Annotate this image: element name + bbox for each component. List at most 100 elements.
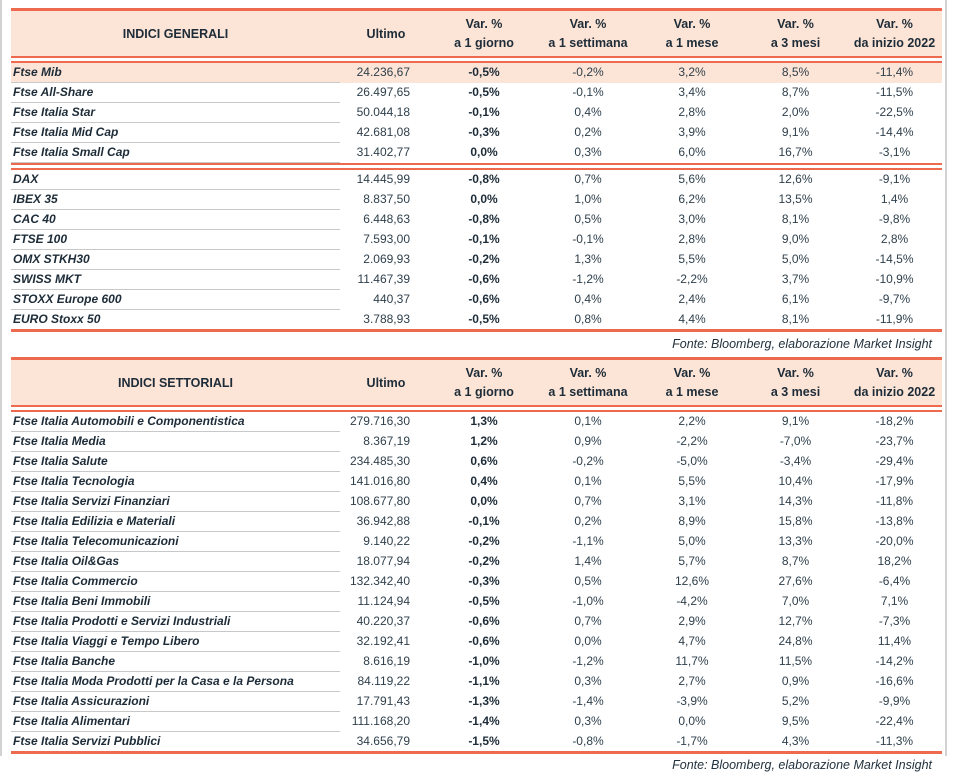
ultimo-value: 24.236,67 [340, 63, 432, 83]
var-pct-value: -1,2% [572, 654, 604, 668]
var-pct-value: -2,2% [676, 434, 708, 448]
var-pct-value: 3,4% [678, 85, 706, 99]
var-pct-value: 8,1% [781, 212, 810, 226]
var-pct-value: 2,8% [880, 232, 909, 246]
col-header-line1: Var. % [673, 16, 711, 31]
var-pct-value: 2,0% [781, 105, 810, 119]
var-pct-value: -11,8% [875, 494, 914, 508]
var-pct-value: 0,4% [470, 474, 498, 488]
table-row: Ftse Mib 24.236,67 -0,5% -0,2% 3,2% 8,5% -11,4… [11, 63, 942, 83]
ultimo-value: 7.593,00 [363, 232, 410, 246]
index-name: Ftse Mib [11, 63, 340, 83]
index-name: Ftse Italia Automobili e Componentistica [11, 412, 340, 432]
var-pct-value: -0,2% [468, 554, 500, 568]
var-pct-value: -2,2% [676, 272, 708, 286]
index-name: Ftse Italia Edilizia e Materiali [11, 511, 340, 532]
var-pct-value: -0,8% [468, 212, 500, 226]
var-pct-value: 13,5% [778, 192, 813, 206]
var-pct-value: -1,1% [572, 534, 604, 548]
col-header-line2: a 3 mesi [770, 35, 821, 50]
var-pct-value: 6,0% [678, 145, 706, 159]
col-header-line2: a 1 settimana [548, 384, 628, 399]
var-pct-value: 14,3% [778, 494, 813, 508]
index-name: DAX [11, 170, 340, 190]
var-pct-value: -9,1% [878, 172, 911, 187]
var-pct-value: 11,4% [877, 634, 912, 648]
col-header-line1: Var. % [876, 365, 913, 380]
var-pct-value: 7,1% [880, 594, 909, 608]
col-header-var-3-mesi: Var. % a 3 mesi [744, 9, 847, 56]
var-pct-value: 9,1% [781, 125, 810, 139]
var-pct-value: 0,7% [574, 172, 602, 187]
ultimo-value: 32.192,41 [356, 634, 410, 648]
table-row: Ftse Italia Tecnologia 141.016,80 0,4% 0,1%… [11, 471, 942, 492]
index-name: Ftse Italia Telecomunicazioni [11, 531, 340, 552]
ultimo-value: 36.942,88 [356, 514, 410, 528]
var-pct-value: -0,5% [468, 594, 500, 608]
var-pct-value: -0,1% [468, 514, 500, 528]
var-pct-value: 1,3% [470, 414, 498, 429]
table-row: Ftse Italia Automobili e Componentistica… [11, 412, 942, 432]
var-pct-value: -3,4% [779, 454, 812, 468]
var-pct-value: 24,8% [778, 634, 813, 648]
table-row: Ftse Italia Telecomunicazioni 9.140,22 -0,… [11, 531, 942, 552]
var-pct-value: -1,7% [676, 733, 708, 748]
table-row: Ftse Italia Banche 8.616,19 -1,0% -1,2% 11,7… [11, 651, 942, 672]
table-title: INDICI SETTORIALI [11, 358, 340, 405]
var-pct-value: 5,5% [678, 474, 706, 488]
index-name: Ftse Italia Assicurazioni [11, 691, 340, 712]
var-pct-value: 9,5% [781, 714, 810, 728]
var-pct-value: 0,5% [574, 212, 602, 226]
ultimo-value: 31.402,77 [356, 145, 410, 159]
index-name: Ftse Italia Star [11, 102, 340, 123]
table-row: Ftse Italia Edilizia e Materiali 36.942,8… [11, 511, 942, 532]
var-pct-value: -0,8% [468, 172, 500, 187]
index-name: CAC 40 [11, 209, 340, 230]
var-pct-value: 5,2% [781, 694, 810, 708]
table-row: EURO Stoxx 50 3.788,93 -0,5% 0,8% 4,4% 8,1% -1… [11, 309, 942, 331]
ultimo-value: 40.220,37 [356, 614, 410, 628]
section-divider [11, 405, 942, 412]
index-name: Ftse Italia Oil&Gas [11, 551, 340, 572]
var-pct-value: 1,3% [574, 252, 602, 266]
var-pct-value: -0,3% [468, 574, 500, 588]
index-name: Ftse Italia Servizi Pubblici [11, 731, 340, 753]
index-name: IBEX 35 [11, 189, 340, 210]
table-title: INDICI GENERALI [11, 9, 340, 56]
table-row: Ftse Italia Star 50.044,18 -0,1% 0,4% 2,8% 2,… [11, 102, 942, 123]
var-pct-value: -0,2% [468, 534, 500, 548]
col-header-var-1-settimana: Var. % a 1 settimana [536, 9, 640, 56]
index-name: Ftse Italia Banche [11, 651, 340, 672]
ultimo-value: 141.016,80 [349, 474, 410, 488]
ultimo-value: 3.788,93 [363, 311, 410, 326]
col-header-line1: Var. % [465, 16, 503, 31]
ultimo-value: 14.445,99 [356, 172, 410, 187]
ultimo-value: 8.367,19 [363, 434, 410, 448]
index-name: STOXX Europe 600 [11, 289, 340, 310]
var-pct-value: -9,8% [878, 212, 911, 226]
double-red-rule [11, 163, 942, 170]
index-name: Ftse Italia Media [11, 431, 340, 452]
var-pct-value: 0,0% [574, 634, 602, 648]
var-pct-value: 0,8% [574, 311, 602, 326]
ultimo-value: 50.044,18 [356, 105, 410, 119]
col-header-line2: a 1 giorno [454, 35, 514, 50]
index-name: Ftse Italia Prodotti e Servizi Industria… [11, 611, 340, 632]
table-row: Ftse Italia Oil&Gas 18.077,94 -0,2% 1,4% 5,7… [11, 551, 942, 572]
var-pct-value: 3,0% [678, 212, 706, 226]
ultimo-value: 17.791,43 [356, 694, 410, 708]
double-red-rule [11, 56, 942, 63]
var-pct-value: -18,2% [875, 414, 914, 429]
ultimo-value: 42.681,08 [356, 125, 410, 139]
var-pct-value: -11,5% [875, 85, 914, 99]
var-pct-value: 2,9% [678, 614, 706, 628]
var-pct-value: -0,5% [432, 63, 536, 83]
var-pct-value: 5,0% [678, 534, 706, 548]
var-pct-value: 0,0% [470, 145, 498, 159]
var-pct-value: -9,7% [878, 292, 911, 306]
var-pct-value: 4,3% [781, 733, 810, 748]
table-header-row: INDICI SETTORIALI Ultimo Var. % a 1 gior… [11, 358, 942, 405]
var-pct-value: 9,0% [781, 232, 810, 246]
col-header-line2: da inizio 2022 [853, 35, 936, 50]
